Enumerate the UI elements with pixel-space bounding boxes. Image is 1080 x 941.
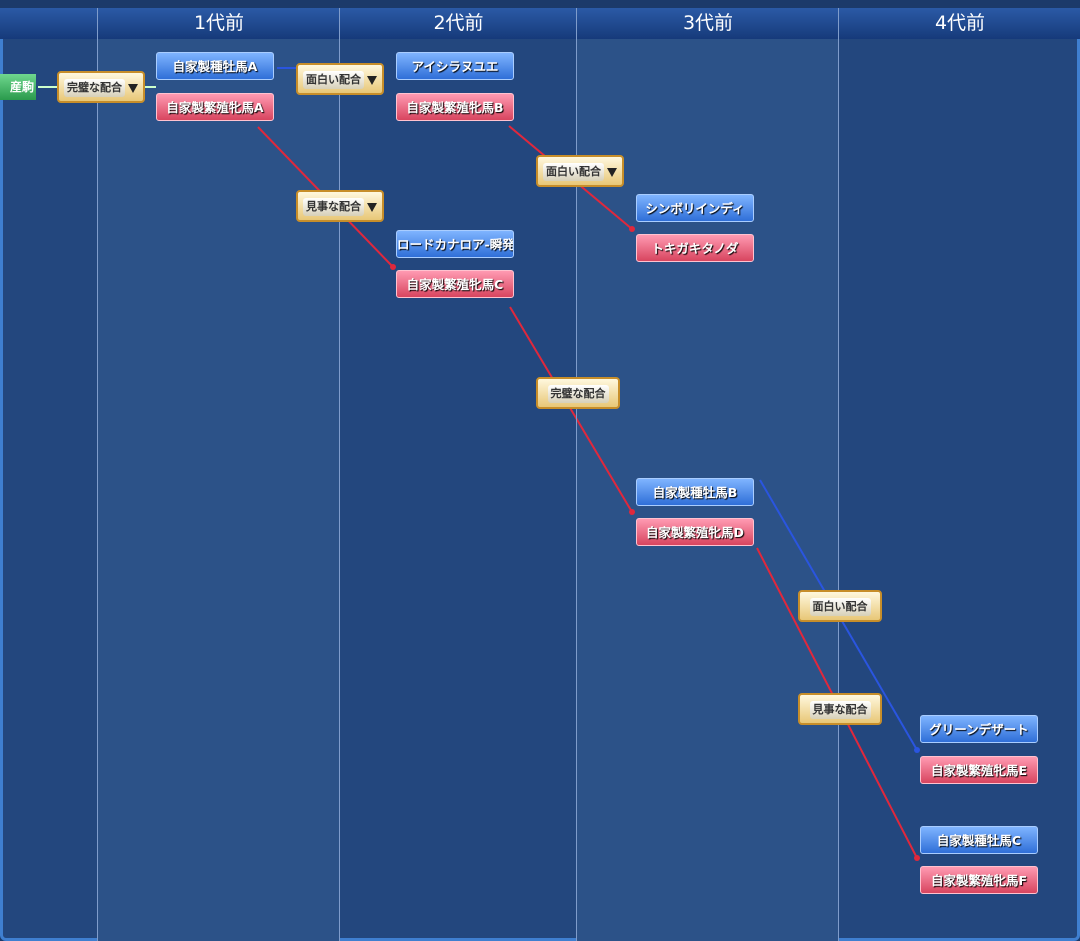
column-header: 4代前	[838, 8, 1080, 39]
column-header: 2代前	[339, 8, 577, 39]
badge-label: 面白い配合	[303, 71, 364, 89]
combination-badge[interactable]: 完璧な配合	[57, 71, 145, 103]
link-line	[509, 306, 633, 513]
dam-node[interactable]: 自家製繁殖牝馬D	[636, 518, 754, 546]
dropdown-arrow[interactable]	[607, 167, 617, 177]
dam-node[interactable]: 自家製繁殖牝馬E	[920, 756, 1038, 784]
dam-node[interactable]: 自家製繁殖牝馬B	[396, 93, 514, 121]
combination-badge[interactable]: 面白い配合	[798, 590, 882, 622]
column-divider	[339, 8, 340, 941]
sire-node[interactable]: 自家製種牡馬C	[920, 826, 1038, 854]
dam-node[interactable]: 自家製繁殖牝馬A	[156, 93, 274, 121]
column-divider	[576, 8, 577, 941]
sire-node[interactable]: 自家製種牡馬B	[636, 478, 754, 506]
dropdown-arrow[interactable]	[367, 202, 377, 212]
sire-node[interactable]: グリーンデザート	[920, 715, 1038, 743]
header-blank	[0, 8, 97, 39]
column-bg	[97, 8, 339, 941]
badge-label: 面白い配合	[543, 163, 604, 181]
link-dot	[914, 747, 920, 753]
dam-node[interactable]: トキガキタノダ	[636, 234, 754, 262]
combination-badge[interactable]: 見事な配合	[296, 190, 384, 222]
sire-node[interactable]: 自家製種牡馬A	[156, 52, 274, 80]
offspring-node[interactable]: 産駒	[0, 74, 36, 100]
dropdown-arrow[interactable]	[128, 83, 138, 93]
link-dot	[629, 509, 635, 515]
badge-label: 完璧な配合	[547, 385, 609, 403]
combination-badge[interactable]: 見事な配合	[798, 693, 882, 725]
link-dot	[390, 264, 396, 270]
combination-badge[interactable]: 完璧な配合	[536, 377, 620, 409]
badge-label: 見事な配合	[303, 198, 364, 216]
column-divider	[97, 8, 98, 941]
dropdown-arrow[interactable]	[367, 75, 377, 85]
badge-label: 面白い配合	[809, 598, 871, 616]
link-dot	[914, 855, 920, 861]
sire-node[interactable]: アイシラヌユエ	[396, 52, 514, 80]
column-header: 3代前	[576, 8, 839, 39]
sire-node[interactable]: ロードカナロア-瞬発-	[396, 230, 514, 258]
dam-node[interactable]: 自家製繁殖牝馬C	[396, 270, 514, 298]
column-divider	[838, 8, 839, 941]
column-header: 1代前	[97, 8, 340, 39]
badge-label: 見事な配合	[809, 701, 871, 719]
link-dot	[629, 226, 635, 232]
dam-node[interactable]: 自家製繁殖牝馬F	[920, 866, 1038, 894]
badge-label: 完璧な配合	[64, 79, 125, 97]
combination-badge[interactable]: 面白い配合	[536, 155, 624, 187]
combination-badge[interactable]: 面白い配合	[296, 63, 384, 95]
sire-node[interactable]: シンボリインディ	[636, 194, 754, 222]
